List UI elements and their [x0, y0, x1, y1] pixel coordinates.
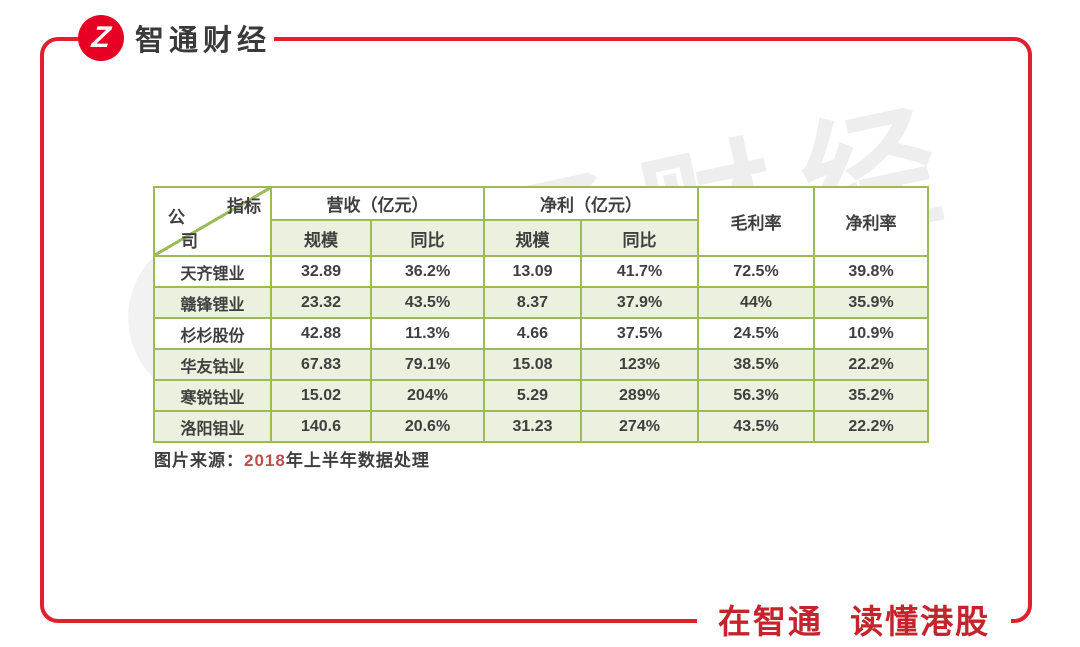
corner-label-indicator: 指标 — [227, 197, 261, 216]
group-header-revenue: 营收（亿元） — [270, 186, 485, 221]
group-header-grossmargin: 毛利率 — [697, 186, 815, 257]
logo-letter: Z — [90, 21, 112, 54]
value-cell: 15.08 — [483, 348, 582, 381]
subheader-revenue-yoy: 同比 — [370, 219, 485, 257]
table-row: 赣锋锂业 23.32 43.5% 8.37 37.9% 44% 35.9% — [153, 286, 929, 319]
value-cell: 23.32 — [270, 286, 372, 319]
value-cell: 24.5% — [697, 317, 815, 350]
corner-company-char: 公 — [168, 208, 185, 227]
source-caption: 图片来源：2018年上半年数据处理 — [154, 446, 430, 471]
value-cell: 32.89 — [270, 255, 372, 288]
value-cell: 4.66 — [483, 317, 582, 350]
table-row: 杉杉股份 42.88 11.3% 4.66 37.5% 24.5% 10.9% — [153, 317, 929, 350]
table-row: 天齐锂业 32.89 36.2% 13.09 41.7% 72.5% 39.8% — [153, 255, 929, 288]
subheader-netprofit-yoy: 同比 — [580, 219, 699, 257]
value-cell: 37.9% — [580, 286, 699, 319]
value-cell: 10.9% — [813, 317, 929, 350]
data-table: 指标 公司 营收（亿元） 净利（亿元） 毛利率 净利率 规模 同比 规模 同比 … — [153, 186, 929, 443]
slogan-text: 在智通 读懂港股 — [717, 602, 991, 640]
caption-year: 2018 — [244, 451, 286, 470]
company-cell: 赣锋锂业 — [153, 286, 272, 319]
brand-logo-icon: Z — [78, 15, 124, 61]
value-cell: 11.3% — [370, 317, 485, 350]
value-cell: 204% — [370, 379, 485, 412]
value-cell: 43.5% — [697, 410, 815, 443]
value-cell: 140.6 — [270, 410, 372, 443]
value-cell: 44% — [697, 286, 815, 319]
table-body: 天齐锂业 32.89 36.2% 13.09 41.7% 72.5% 39.8% 赣锋锂业 23… — [153, 255, 929, 443]
company-cell: 洛阳钼业 — [153, 410, 272, 443]
table-row: 寒锐钴业 15.02 204% 5.29 289% 56.3% 35.2% — [153, 379, 929, 412]
caption-prefix: 图片来源： — [154, 451, 244, 470]
table-row: 华友钴业 67.83 79.1% 15.08 123% 38.5% 22.2% — [153, 348, 929, 381]
subheader-netprofit-scale: 规模 — [483, 219, 582, 257]
brand-name: 智通财经 — [135, 25, 272, 57]
financial-table: 指标 公司 营收（亿元） 净利（亿元） 毛利率 净利率 规模 同比 规模 同比 … — [153, 186, 929, 443]
subheader-revenue-scale: 规模 — [270, 219, 372, 257]
value-cell: 274% — [580, 410, 699, 443]
value-cell: 36.2% — [370, 255, 485, 288]
group-header-netmargin: 净利率 — [813, 186, 929, 257]
value-cell: 39.8% — [813, 255, 929, 288]
value-cell: 20.6% — [370, 410, 485, 443]
slogan-banner: 在智通 读懂港股 — [697, 596, 1011, 646]
value-cell: 31.23 — [483, 410, 582, 443]
value-cell: 8.37 — [483, 286, 582, 319]
value-cell: 37.5% — [580, 317, 699, 350]
value-cell: 43.5% — [370, 286, 485, 319]
corner-company-char: 司 — [181, 232, 198, 251]
value-cell: 42.88 — [270, 317, 372, 350]
corner-label-company: 公司 — [168, 206, 198, 254]
value-cell: 5.29 — [483, 379, 582, 412]
value-cell: 38.5% — [697, 348, 815, 381]
caption-suffix: 年上半年数据处理 — [285, 451, 430, 470]
value-cell: 289% — [580, 379, 699, 412]
company-cell: 寒锐钴业 — [153, 379, 272, 412]
value-cell: 13.09 — [483, 255, 582, 288]
brand-header: Z 智通财经 — [78, 8, 274, 68]
value-cell: 79.1% — [370, 348, 485, 381]
company-cell: 天齐锂业 — [153, 255, 272, 288]
company-cell: 杉杉股份 — [153, 317, 272, 350]
value-cell: 56.3% — [697, 379, 815, 412]
value-cell: 15.02 — [270, 379, 372, 412]
value-cell: 123% — [580, 348, 699, 381]
value-cell: 22.2% — [813, 410, 929, 443]
value-cell: 72.5% — [697, 255, 815, 288]
corner-header-cell: 指标 公司 — [153, 186, 272, 257]
value-cell: 35.9% — [813, 286, 929, 319]
group-header-netprofit: 净利（亿元） — [483, 186, 699, 221]
value-cell: 22.2% — [813, 348, 929, 381]
red-frame-border — [40, 37, 1032, 623]
company-cell: 华友钴业 — [153, 348, 272, 381]
value-cell: 67.83 — [270, 348, 372, 381]
table-row: 洛阳钼业 140.6 20.6% 31.23 274% 43.5% 22.2% — [153, 410, 929, 443]
value-cell: 35.2% — [813, 379, 929, 412]
value-cell: 41.7% — [580, 255, 699, 288]
